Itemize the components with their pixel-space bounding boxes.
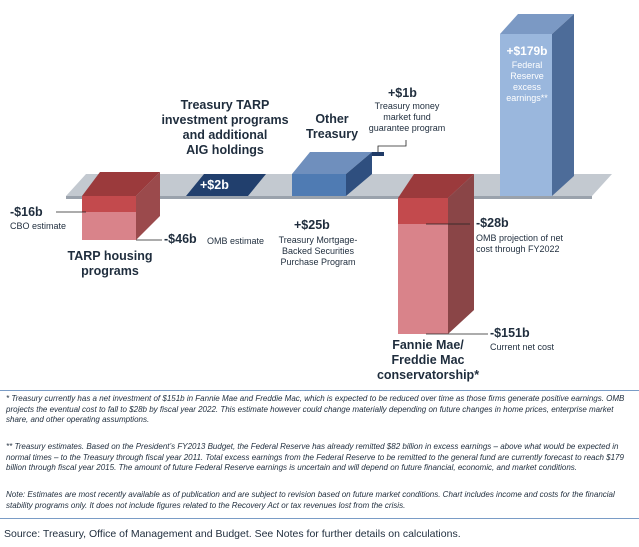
mbs-note-line3: Purchase Program [280, 257, 356, 267]
source-divider [0, 518, 639, 519]
fannie-title: Fannie Mae/ Freddie Mac conservatorship* [366, 338, 490, 383]
tarp-investment-value-label: +$2b [200, 178, 229, 192]
cbo-value-label: -$16b [10, 205, 43, 219]
bar-tarp-housing-cbo-front [82, 196, 136, 212]
bar-mbs [292, 152, 372, 196]
fannie-cur-value-label: -$151b [490, 326, 530, 340]
bar-tarp-housing-top [82, 172, 160, 196]
bar-mbs-front [292, 174, 346, 196]
fannie-title-line2: Freddie Mac [391, 353, 465, 367]
money-market-note: Treasury money market fund guarantee pro… [362, 101, 452, 134]
bar-mbs-top [292, 152, 372, 174]
leader-money-market [377, 140, 407, 152]
footnote-2: ** Treasury estimates. Based on the Pres… [6, 442, 624, 472]
omb-note-label: OMB estimate [207, 236, 265, 246]
bar-fannie-side [448, 174, 474, 334]
tarp-housing-title-line2: programs [81, 264, 139, 278]
mbs-note: Treasury Mortgage- Backed Securities Pur… [262, 235, 374, 268]
money-market-value-label: +$1b [388, 86, 417, 100]
mbs-note-line2: Backed Securities [281, 246, 355, 256]
other-treasury-title: Other Treasury [300, 112, 364, 142]
fannie-cur-note: Current net cost [490, 342, 555, 352]
cbo-note-label: CBO estimate [10, 221, 67, 231]
money-market-note-line2: market fund [383, 112, 431, 122]
bar-fed-reserve [500, 14, 574, 196]
fannie-proj-value-label: -$28b [476, 216, 509, 230]
bar-fannie-top [398, 174, 474, 198]
bar-mbs-side [346, 152, 372, 196]
fannie-title-line1: Fannie Mae/ [392, 338, 464, 352]
bar-fannie-cur-front [398, 224, 448, 334]
bar-tarp-housing [82, 172, 160, 240]
fed-note: Federal Reserve excess earnings** [498, 60, 556, 104]
other-treasury-title-line1: Other [315, 112, 349, 126]
chart-canvas [56, 14, 612, 335]
bar-tarp-housing-side [136, 172, 160, 240]
bar-fed-top [500, 14, 574, 34]
tarp-investment-title-line4: AIG holdings [186, 143, 264, 157]
footnote-1: * Treasury currently has a net investmen… [6, 394, 625, 424]
mbs-note-line1: Treasury Mortgage- [278, 235, 358, 245]
source-line: Source: Treasury, Office of Management a… [4, 528, 461, 540]
fannie-title-line3: conservatorship* [376, 368, 480, 382]
tarp-investment-title-line2: investment programs [161, 113, 289, 127]
tarp-housing-title-line1: TARP housing [67, 249, 153, 263]
tarp-housing-title: TARP housing programs [60, 249, 160, 279]
footnote-3: Note: Estimates are most recently availa… [6, 490, 615, 510]
fed-note-line4: earnings** [506, 93, 548, 103]
tarp-investment-title-line3: and additional [182, 128, 268, 142]
bar-fannie-freddie [398, 174, 474, 334]
other-treasury-title-line2: Treasury [305, 127, 359, 141]
money-market-note-line1: Treasury money [374, 101, 440, 111]
bar-fed-front [500, 34, 552, 196]
bar-fannie-proj-front [398, 198, 448, 224]
fed-value-label: +$179b [506, 44, 548, 58]
fannie-proj-note-line1: OMB projection of net [476, 233, 564, 243]
tarp-investment-title: Treasury TARP investment programs and ad… [150, 98, 300, 158]
money-market-note-line3: guarantee program [368, 123, 446, 133]
fannie-proj-note-line2: cost through FY2022 [476, 244, 560, 254]
fannie-proj-note: OMB projection of net cost through FY202… [476, 233, 563, 255]
bar-tarp-investment [186, 174, 266, 196]
footnote-divider [0, 390, 639, 391]
tarp-investment-title-line1: Treasury TARP [180, 98, 270, 112]
fed-note-line2: Reserve [510, 71, 544, 81]
fed-note-line1: Federal [511, 60, 543, 70]
mbs-value-label: +$25b [294, 218, 330, 232]
omb-value-label: -$46b [164, 232, 197, 246]
bar-tarp-housing-omb-front [82, 212, 136, 240]
fed-note-line3: excess [512, 82, 541, 92]
bar-fed-side [552, 14, 574, 196]
bar-money-market [372, 152, 384, 156]
